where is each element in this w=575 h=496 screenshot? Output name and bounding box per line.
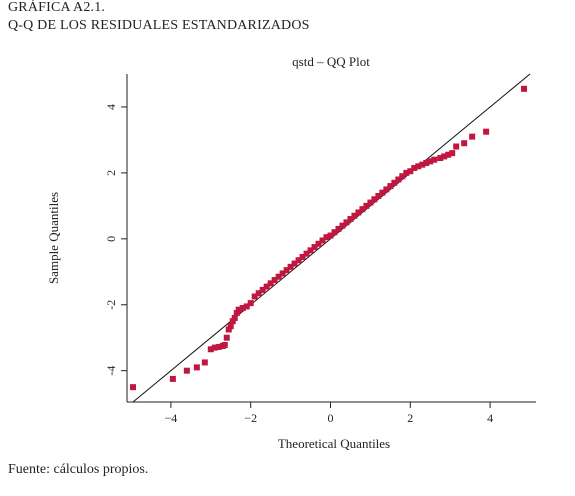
data-point xyxy=(367,199,374,206)
data-point xyxy=(415,163,422,170)
data-point xyxy=(431,156,438,163)
data-point xyxy=(223,334,230,341)
data-point xyxy=(323,234,330,241)
data-point xyxy=(247,300,254,307)
data-point xyxy=(461,140,468,147)
data-point xyxy=(271,277,278,284)
data-point xyxy=(445,151,452,158)
y-axis-label: Sample Quantiles xyxy=(46,192,61,284)
data-point xyxy=(231,314,238,321)
data-point xyxy=(453,143,460,150)
data-point xyxy=(411,164,418,171)
data-point xyxy=(363,202,370,209)
data-point xyxy=(407,168,414,175)
data-point xyxy=(275,273,282,280)
data-point xyxy=(215,343,222,350)
y-tick-label: 4 xyxy=(104,104,118,110)
data-point xyxy=(483,128,490,135)
data-point xyxy=(335,225,342,232)
data-point xyxy=(229,318,236,325)
data-point xyxy=(319,237,326,244)
data-point xyxy=(299,253,306,260)
data-point xyxy=(521,85,528,92)
data-point xyxy=(235,306,242,313)
data-point xyxy=(359,206,366,213)
x-tick-label: 2 xyxy=(407,411,413,425)
data-point xyxy=(343,219,350,226)
figure-title: Q-Q DE LOS RESIDUALES ESTANDARIZADOS xyxy=(8,18,310,33)
source-note: Fuente: cálculos propios. xyxy=(8,462,149,477)
data-point xyxy=(193,364,200,371)
data-point xyxy=(201,359,208,366)
x-axis-label: Theoretical Quantiles xyxy=(278,436,390,451)
plot-axes: −4 −2 0 2 4 -4 -2 0 2 4 xyxy=(104,74,536,425)
data-point xyxy=(287,263,294,270)
data-point xyxy=(263,283,270,290)
data-point xyxy=(243,303,250,310)
x-tick-label: 4 xyxy=(487,411,493,425)
data-point xyxy=(267,280,274,287)
x-tick-label: −4 xyxy=(165,411,178,425)
data-point xyxy=(233,309,240,316)
data-point xyxy=(441,153,448,160)
data-point xyxy=(387,183,394,190)
data-point xyxy=(307,247,314,254)
data-point xyxy=(391,179,398,186)
data-point xyxy=(327,232,334,239)
y-tick-label: -4 xyxy=(104,366,118,376)
data-point xyxy=(169,375,176,382)
data-point xyxy=(283,267,290,274)
data-point xyxy=(351,212,358,219)
data-point xyxy=(331,229,338,236)
data-point xyxy=(221,341,228,348)
x-tick-label: 0 xyxy=(328,411,334,425)
figure-number: GRÁFICA A2.1. xyxy=(8,0,106,15)
data-point xyxy=(419,161,426,168)
data-point xyxy=(383,186,390,193)
data-points xyxy=(129,85,528,391)
x-tick-label: −2 xyxy=(244,411,257,425)
y-tick-label: -2 xyxy=(104,300,118,310)
data-point xyxy=(279,270,286,277)
data-point xyxy=(375,192,382,199)
data-point xyxy=(183,367,190,374)
data-point xyxy=(303,250,310,257)
data-point xyxy=(129,384,136,391)
y-tick-label: 2 xyxy=(104,170,118,176)
data-point xyxy=(227,323,234,330)
data-point xyxy=(371,196,378,203)
data-point xyxy=(423,160,430,167)
data-point xyxy=(239,305,246,312)
y-tick-label: 0 xyxy=(104,236,118,242)
data-point xyxy=(291,260,298,267)
data-point xyxy=(379,189,386,196)
data-point xyxy=(255,290,262,297)
plot-title: qstd – QQ Plot xyxy=(292,54,370,69)
data-point xyxy=(311,244,318,251)
data-point xyxy=(225,326,232,333)
data-point xyxy=(355,209,362,216)
data-point xyxy=(211,344,218,351)
data-point xyxy=(469,133,476,140)
data-point xyxy=(403,169,410,176)
data-point xyxy=(315,240,322,247)
data-point xyxy=(251,293,258,300)
data-point xyxy=(207,346,214,353)
data-point xyxy=(347,216,354,223)
data-point xyxy=(427,158,434,165)
data-point xyxy=(339,222,346,229)
data-point xyxy=(449,150,456,157)
data-point xyxy=(399,173,406,180)
data-point xyxy=(395,176,402,183)
data-point xyxy=(437,155,444,162)
data-point xyxy=(295,257,302,264)
data-point xyxy=(259,286,266,293)
